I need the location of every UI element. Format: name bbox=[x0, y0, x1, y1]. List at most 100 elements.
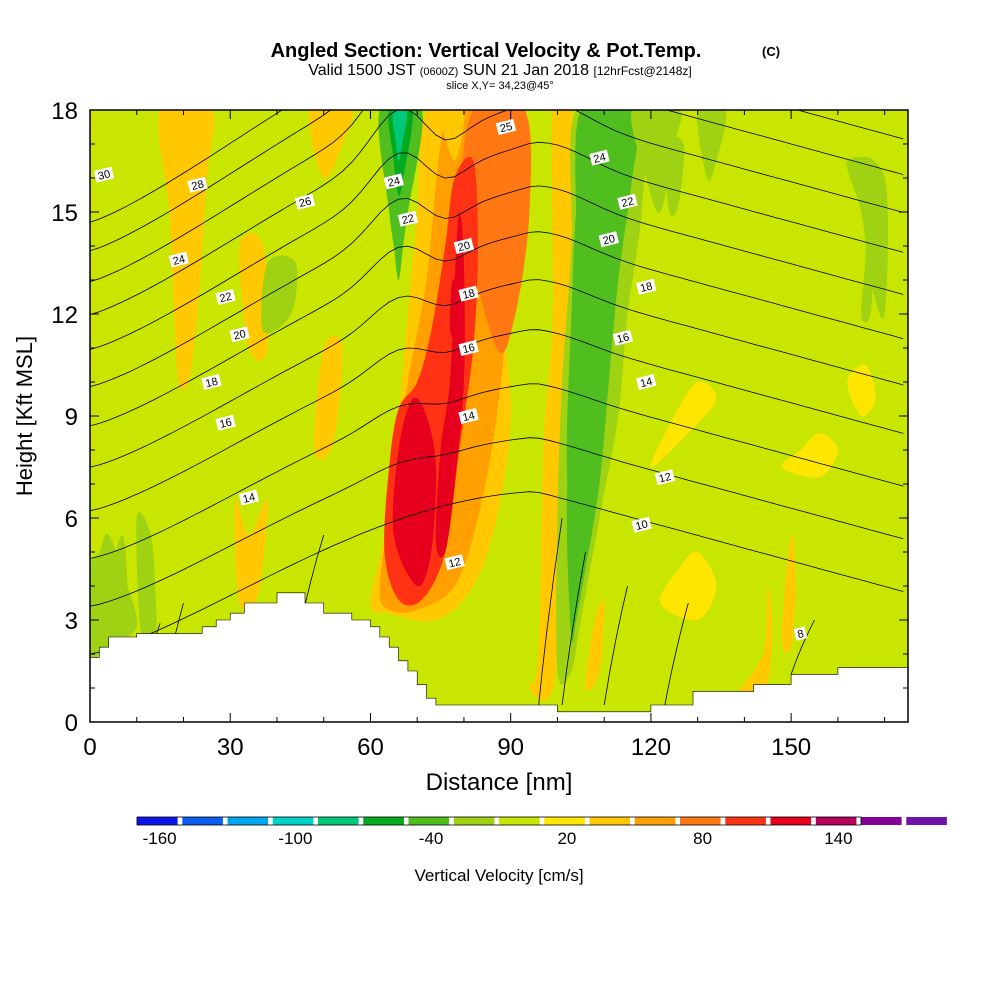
subtitle-utc: (0600Z) bbox=[420, 66, 459, 78]
velocity-region-2 bbox=[462, 110, 532, 354]
svg-text:30: 30 bbox=[97, 168, 112, 183]
svg-text:18: 18 bbox=[461, 287, 476, 302]
colorbar-tick-label-4: 80 bbox=[693, 829, 712, 848]
x-tick-label-120: 120 bbox=[631, 734, 671, 761]
velocity-region-19 bbox=[781, 533, 796, 653]
velocity-region-22 bbox=[112, 534, 128, 641]
svg-text:20: 20 bbox=[232, 328, 247, 343]
theta-label-12: 20 bbox=[598, 231, 619, 248]
y-tick-label-15: 15 bbox=[51, 200, 78, 227]
svg-text:12: 12 bbox=[658, 471, 673, 486]
theta-label-6: 24 bbox=[589, 149, 610, 166]
chart-subtitle: Valid 1500 JST (0600Z) SUN 21 Jan 2018 [… bbox=[308, 62, 691, 79]
theta-contour-18 bbox=[90, 231, 904, 427]
x-tick-label-90: 90 bbox=[497, 734, 524, 761]
x-tick-label-30: 30 bbox=[217, 734, 244, 761]
velocity-region-23 bbox=[136, 511, 157, 647]
theta-contour-24 bbox=[90, 110, 904, 315]
plot-area: 30 28 26 24 24 25 24 22 22 22 20 20 20 18 18 18 16 16 16 14… bbox=[90, 110, 908, 722]
theta-label-18: 16 bbox=[612, 329, 634, 346]
colorbar-tick-label-3: 20 bbox=[557, 829, 576, 848]
velocity-region-33 bbox=[650, 381, 717, 468]
theta-label-23: 12 bbox=[654, 469, 676, 486]
theta-contour-surface-3 bbox=[538, 517, 563, 706]
theta-label-7: 22 bbox=[215, 289, 236, 305]
theta-contour-30 bbox=[90, 110, 283, 223]
velocity-region-36 bbox=[847, 364, 876, 417]
x-axis: 0 30 60 90 120 150 bbox=[83, 110, 886, 761]
svg-text:20: 20 bbox=[602, 233, 617, 248]
svg-text:16: 16 bbox=[461, 342, 476, 357]
colorbar-swatch-15 bbox=[815, 817, 857, 825]
svg-text:8: 8 bbox=[796, 628, 805, 641]
svg-text:28: 28 bbox=[190, 178, 205, 193]
colorbar-swatch-12 bbox=[680, 817, 721, 825]
velocity-region-37 bbox=[378, 110, 423, 280]
y-tick-label-6: 6 bbox=[65, 506, 78, 533]
subtitle-date: SUN 21 Jan 2018 bbox=[463, 62, 589, 79]
y-tick-label-3: 3 bbox=[65, 608, 78, 635]
slice-label: slice X,Y= 34,23@45° bbox=[446, 80, 554, 92]
theta-label-4: 24 bbox=[383, 173, 404, 190]
terrain-mask bbox=[90, 592, 908, 722]
colorbar-swatch-11 bbox=[634, 817, 676, 825]
y-tick-label-12: 12 bbox=[51, 302, 78, 329]
theta-contour-26 bbox=[90, 110, 904, 282]
velocity-region-39 bbox=[392, 110, 408, 161]
colorbar-swatch-9 bbox=[544, 817, 585, 825]
svg-text:24: 24 bbox=[172, 253, 187, 268]
theta-label-25: 8 bbox=[793, 626, 808, 641]
colorbar-tick-label-5: 140 bbox=[824, 829, 852, 848]
y-axis: 0 3 6 9 12 15 18 bbox=[51, 98, 908, 737]
velocity-region-6 bbox=[407, 443, 418, 536]
velocity-region-7 bbox=[442, 456, 450, 521]
theta-label-22: 12 bbox=[444, 554, 465, 571]
velocity-region-12 bbox=[234, 499, 268, 611]
theta-contour-8 bbox=[90, 491, 904, 655]
theta-contour-surface-5 bbox=[603, 585, 628, 706]
theta-label-15: 18 bbox=[636, 278, 657, 295]
colorbar-frame bbox=[136, 816, 862, 826]
velocity-region-10 bbox=[163, 131, 199, 323]
svg-text:14: 14 bbox=[639, 376, 654, 391]
colorbar-swatch-10 bbox=[589, 817, 631, 825]
theta-contour-16 bbox=[90, 279, 904, 468]
subtitle-forecast: [12hrFcst@2148z] bbox=[594, 64, 692, 78]
y-tick-label-18: 18 bbox=[51, 98, 78, 125]
theta-contours bbox=[90, 110, 904, 706]
colorbar-tick-label-1: -100 bbox=[278, 829, 312, 848]
svg-text:12: 12 bbox=[447, 556, 462, 571]
x-axis-label: Distance [nm] bbox=[426, 769, 573, 796]
theta-label-16: 16 bbox=[215, 414, 236, 431]
theta-label-10: 20 bbox=[229, 326, 250, 343]
colorbar-swatch-13 bbox=[725, 817, 766, 825]
colorbar-swatch-7 bbox=[453, 817, 495, 825]
y-axis-label: Height [Kft MSL] bbox=[12, 336, 37, 496]
theta-contour-surface-4 bbox=[561, 551, 586, 706]
colorbar-swatch-5 bbox=[363, 817, 404, 825]
velocity-region-34 bbox=[659, 551, 717, 621]
theta-label-1: 28 bbox=[187, 176, 208, 193]
svg-text:18: 18 bbox=[204, 376, 219, 391]
colorbar-label: Vertical Velocity [cm/s] bbox=[414, 866, 583, 885]
chart-title-units: (C) bbox=[762, 44, 780, 59]
velocity-region-27 bbox=[566, 110, 625, 574]
colorbar-swatch-14 bbox=[770, 817, 812, 825]
theta-contour-22 bbox=[90, 141, 904, 350]
svg-text:18: 18 bbox=[639, 280, 654, 295]
svg-text:24: 24 bbox=[387, 175, 402, 190]
colorbar-tick-label-2: -40 bbox=[419, 829, 444, 848]
svg-text:16: 16 bbox=[616, 331, 631, 346]
colorbar-swatch-0 bbox=[137, 817, 178, 825]
velocity-region-29 bbox=[697, 110, 727, 181]
svg-text:14: 14 bbox=[461, 410, 476, 425]
theta-label-11: 20 bbox=[453, 238, 475, 254]
colorbar-swatch-3 bbox=[272, 817, 314, 825]
theta-label-21: 14 bbox=[636, 374, 657, 391]
theta-contour-labels: 30 28 26 24 24 25 24 22 22 22 20 20 20 18 18 18 16 16 16 14… bbox=[93, 119, 808, 641]
theta-label-24: 10 bbox=[631, 516, 652, 533]
theta-contour-12 bbox=[90, 383, 904, 559]
velocity-region-13 bbox=[314, 335, 343, 460]
velocity-region-18 bbox=[735, 585, 773, 705]
x-tick-label-0: 0 bbox=[83, 734, 96, 761]
